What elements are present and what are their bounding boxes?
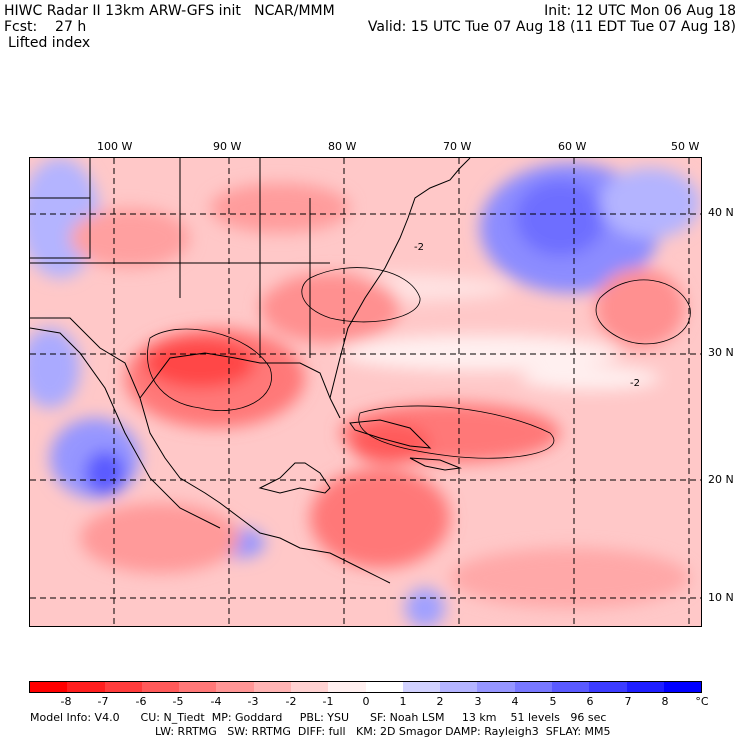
colorbar-swatch xyxy=(589,682,627,692)
colorbar-swatch xyxy=(216,682,254,692)
lon-label-60w: 60 W xyxy=(558,140,587,153)
colorbar-label: -5 xyxy=(172,695,184,708)
lat-label-10n: 10 N xyxy=(708,591,734,604)
map-graphic: -2 -2 xyxy=(30,158,701,626)
colorbar-label: -2 xyxy=(285,695,297,708)
colorbar-swatch xyxy=(30,682,68,692)
colorbar-label: -3 xyxy=(247,695,259,708)
colorbar-swatch xyxy=(104,682,142,692)
colorbar-label: 8 xyxy=(661,695,669,708)
valid-time: Valid: 15 UTC Tue 07 Aug 18 (11 EDT Tue … xyxy=(367,19,736,35)
contour-label-1: -2 xyxy=(414,242,424,253)
lat-label-30n: 30 N xyxy=(708,346,734,359)
colorbar-label: 3 xyxy=(474,695,482,708)
colorbar-swatch xyxy=(365,682,403,692)
colorbar-label: 1 xyxy=(399,695,407,708)
colorbar-swatch xyxy=(663,682,702,692)
colorbar-swatch xyxy=(514,682,552,692)
colorbar-label: 6 xyxy=(586,695,594,708)
field-name: Lifted index xyxy=(8,35,91,51)
colorbar-swatch xyxy=(626,682,664,692)
lifted-index-map: -2 -2 xyxy=(29,157,702,627)
colorbar-label: -8 xyxy=(60,695,72,708)
lon-label-50w: 50 W xyxy=(671,140,700,153)
colorbar-swatch xyxy=(440,682,478,692)
colorbar-swatch xyxy=(477,682,515,692)
colorbar-label: -4 xyxy=(210,695,222,708)
coastlines xyxy=(30,158,471,584)
model-info-line-2: LW: RRTMG SW: RRTMG DIFF: full KM: 2D Sm… xyxy=(155,725,611,738)
colorbar-swatch xyxy=(328,682,366,692)
colorbar-label: 5 xyxy=(549,695,557,708)
colorbar-label: -1 xyxy=(322,695,334,708)
init-time: Init: 12 UTC Mon 06 Aug 18 xyxy=(544,3,736,19)
colorbar-swatch xyxy=(67,682,105,692)
model-info-line-1: Model Info: V4.0 CU: N_Tiedt MP: Goddard… xyxy=(30,711,607,724)
colorbar-unit: °C xyxy=(695,695,709,708)
colorbar-swatch xyxy=(141,682,180,692)
lon-label-90w: 90 W xyxy=(213,140,242,153)
colorbar-swatch xyxy=(179,682,217,692)
colorbar-swatch xyxy=(290,682,329,692)
colorbar-swatch xyxy=(253,682,291,692)
lon-label-100w: 100 W xyxy=(97,140,133,153)
lifted-index-shading xyxy=(30,158,700,626)
title-line-1: HIWC Radar II 13km ARW-GFS init NCAR/MMM xyxy=(4,3,335,19)
contour-lines xyxy=(147,267,691,459)
colorbar-swatch xyxy=(551,682,590,692)
colorbar-swatch xyxy=(402,682,441,692)
forecast-hour: Fcst: 27 h xyxy=(4,19,87,35)
colorbar-label: -7 xyxy=(97,695,109,708)
colorbar-label: 7 xyxy=(624,695,632,708)
lon-label-70w: 70 W xyxy=(443,140,472,153)
contour-label-2: -2 xyxy=(630,378,640,389)
graticule xyxy=(30,158,701,626)
lat-label-20n: 20 N xyxy=(708,473,734,486)
lon-label-80w: 80 W xyxy=(328,140,357,153)
lat-label-40n: 40 N xyxy=(708,206,734,219)
colorbar-label: -6 xyxy=(135,695,147,708)
colorbar-label: 0 xyxy=(362,695,370,708)
colorbar-label: 4 xyxy=(511,695,519,708)
colorbar xyxy=(29,681,702,693)
colorbar-label: 2 xyxy=(436,695,444,708)
